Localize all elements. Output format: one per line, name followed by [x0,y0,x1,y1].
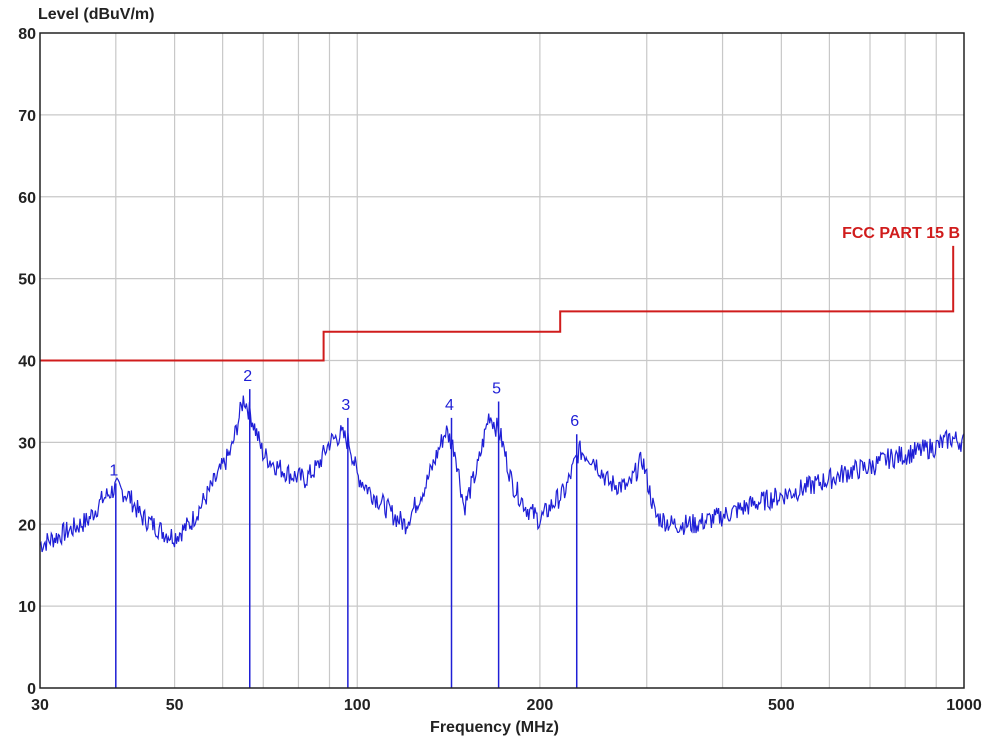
y-tick-label: 10 [18,599,36,616]
measured-trace-line [39,395,965,553]
y-tick-label: 60 [18,190,36,207]
plot-frame [39,32,965,689]
x-axis-label: Frequency (MHz) [430,719,559,736]
marker-label: 2 [243,368,252,385]
limit-line [40,245,955,362]
x-tick-label: 30 [31,697,49,714]
x-tick-label: 200 [527,697,554,714]
y-tick-label: 70 [18,108,36,125]
marker-label: 4 [445,397,454,414]
x-tick-label: 100 [344,697,371,714]
x-tick-label: 500 [768,697,795,714]
x-tick-label: 50 [166,697,184,714]
limit-line-label: FCC PART 15 B [842,225,960,242]
y-tick-label: 80 [18,26,36,43]
y-axis-label: Level (dBuV/m) [38,6,155,23]
y-tick-label: 0 [27,681,36,698]
y-tick-label: 50 [18,272,36,289]
y-tick-label: 40 [18,354,36,371]
x-tick-label: 1000 [946,697,982,714]
y-tick-label: 30 [18,435,36,452]
marker-label: 6 [570,413,579,430]
marker-label: 3 [341,397,350,414]
marker-label: 5 [492,380,501,397]
marker-label: 1 [109,462,118,479]
y-tick-label: 20 [18,517,36,534]
